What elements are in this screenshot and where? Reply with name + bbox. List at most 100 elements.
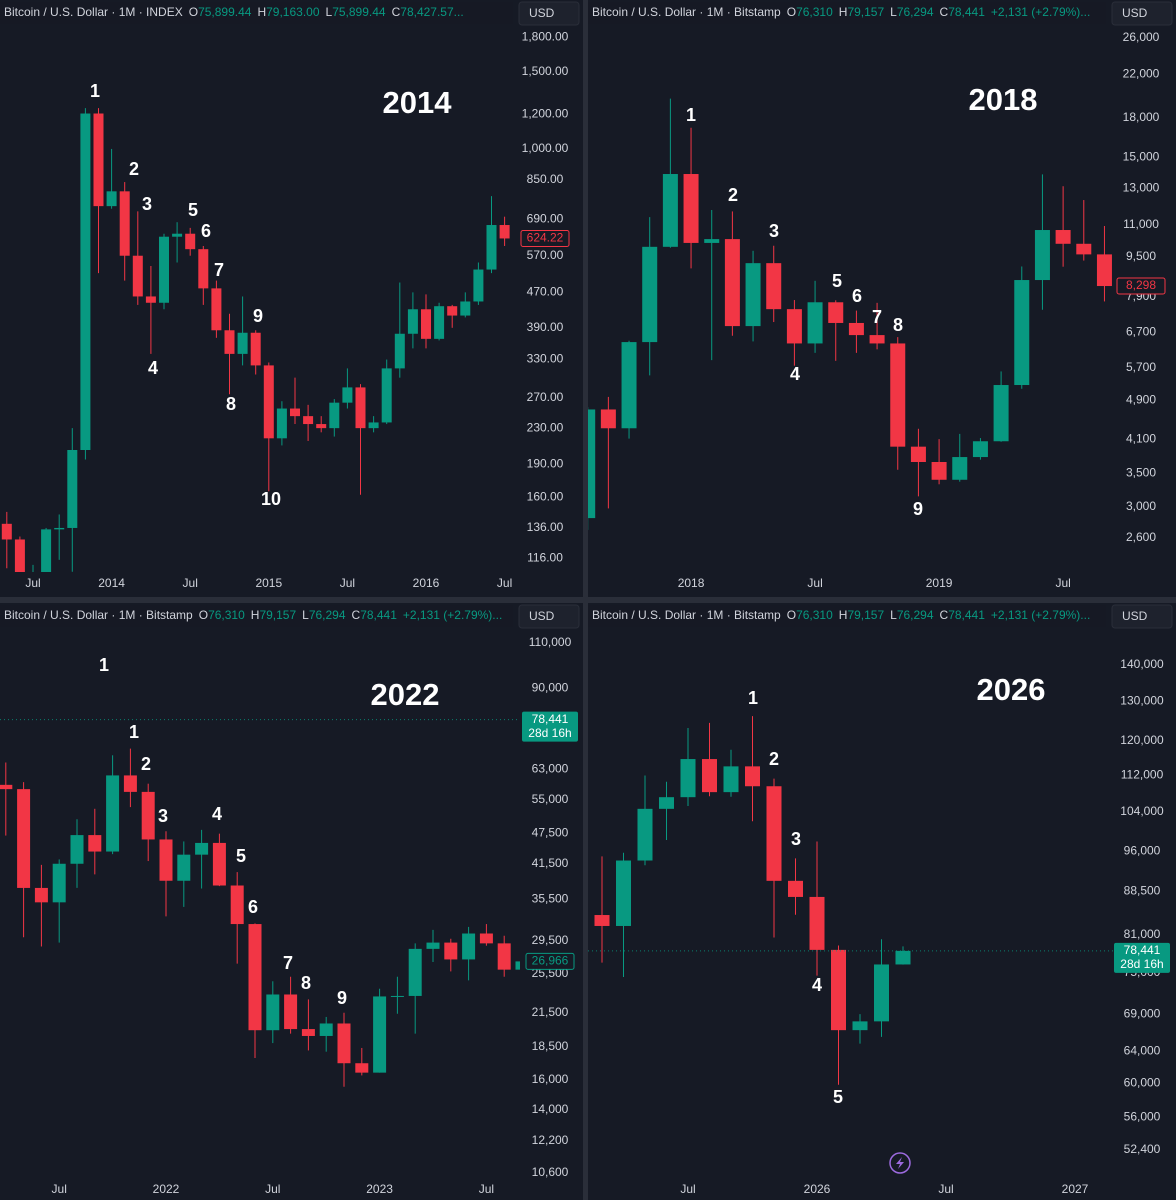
candle-body [616, 860, 631, 926]
wave-label: 8 [301, 973, 311, 993]
panel-background [0, 603, 583, 1200]
quote-key: L [890, 608, 897, 622]
candle-body [890, 343, 906, 447]
candle-body [594, 915, 610, 926]
wave-label: 10 [261, 489, 281, 509]
y-tick-label: 29,500 [532, 933, 569, 947]
currency-button[interactable] [1111, 1, 1173, 26]
header-background [588, 2, 1106, 24]
icon-ring[interactable] [889, 1152, 911, 1174]
y-tick-label: 230.00 [527, 420, 564, 434]
x-tick-label: 2026 [804, 1182, 831, 1196]
candle-body [479, 933, 493, 944]
x-tick-label: Jul [497, 576, 512, 590]
y-tick-label: 4,900 [1126, 393, 1156, 407]
last-price-box [525, 952, 575, 970]
quote-value: 76,294 [897, 608, 934, 622]
wave-label: 1 [99, 655, 109, 675]
y-tick-label: 136.00 [527, 520, 564, 534]
change-value: +2,131 (+2.79%)... [403, 608, 502, 622]
y-tick-label: 14,000 [532, 1102, 569, 1116]
quote-key: H [839, 608, 848, 622]
y-tick-label: 96,000 [1124, 843, 1161, 857]
quote-value: 76,310 [796, 608, 833, 622]
candle-body [462, 933, 476, 960]
x-tick-label: Jul [265, 1182, 280, 1196]
candle-body [408, 948, 422, 996]
y-tick-label: 60,000 [1124, 1075, 1161, 1089]
x-tick-label: Jul [938, 1182, 953, 1196]
candle-body [276, 408, 287, 439]
currency-label[interactable]: USD [1122, 609, 1148, 623]
y-tick-label: 116.00 [527, 550, 563, 564]
y-tick-label: 11,000 [1123, 217, 1159, 231]
x-tick-label: 2014 [98, 576, 125, 590]
y-tick-label: 570.00 [527, 248, 564, 262]
quote-value: 78,441 [948, 608, 985, 622]
candle-body [177, 854, 191, 881]
candle-body [869, 335, 885, 344]
panel-background [588, 603, 1176, 1200]
y-tick-label: 140,000 [1120, 657, 1164, 671]
candle-body [266, 994, 280, 1031]
candle-body [316, 424, 327, 429]
candle-body [337, 1023, 351, 1064]
candle-body [303, 416, 314, 425]
candle-body [368, 422, 379, 429]
assistant-icon[interactable] [889, 1152, 911, 1174]
candle-body [993, 385, 1009, 442]
y-tick-label: 90,000 [532, 681, 569, 695]
currency-label[interactable]: USD [529, 6, 555, 20]
candle-body [132, 255, 143, 297]
y-tick-label: 81,000 [1124, 927, 1161, 941]
wave-label: 6 [852, 286, 862, 306]
candle-body [373, 996, 387, 1073]
candle-body [809, 896, 825, 950]
quote-value: 79,163.00 [266, 5, 320, 19]
y-tick-label: 13,000 [1123, 181, 1160, 195]
wave-label: 7 [214, 260, 224, 280]
candle-body [444, 942, 458, 960]
icon-bolt[interactable] [896, 1157, 904, 1169]
candle-body [1055, 230, 1071, 244]
y-tick-label: 6,700 [1126, 325, 1156, 339]
x-tick-label: Jul [479, 1182, 494, 1196]
candle-body [185, 233, 196, 250]
countdown-label: 28d 16h [1120, 957, 1163, 971]
y-tick-label: 9,500 [1126, 249, 1156, 263]
candles [0, 748, 520, 1087]
y-tick-label: 112,000 [1121, 767, 1164, 781]
candle-body [683, 174, 699, 243]
candle-body [284, 994, 298, 1030]
candle-body [17, 789, 31, 888]
y-tick-label: 47,500 [532, 825, 569, 839]
quote-key: C [940, 5, 949, 19]
y-tick-label: 35,500 [532, 891, 569, 905]
currency-button[interactable] [518, 604, 580, 629]
y-tick-label: 18,000 [1123, 110, 1160, 124]
currency-label[interactable]: USD [1122, 6, 1148, 20]
x-tick-label: Jul [52, 1182, 67, 1196]
wave-label: 5 [833, 1087, 843, 1107]
candle-body [852, 1021, 868, 1031]
candle-body [159, 839, 173, 881]
candle-body [141, 791, 155, 840]
candle-body [702, 759, 717, 793]
candle-body [250, 332, 261, 366]
wave-label: 7 [872, 307, 882, 327]
wave-label: 1 [90, 81, 100, 101]
wave-label: 3 [142, 194, 152, 214]
y-tick-label: 52,400 [1124, 1142, 1161, 1156]
quote-key: L [890, 5, 897, 19]
currency-label[interactable]: USD [529, 609, 555, 623]
y-tick-label: 1,800.00 [522, 29, 569, 43]
candle-body [390, 995, 404, 997]
chart-panel: 110,000 90,000 63,000 55,000 47,500 41,500 35,… [0, 603, 583, 1200]
wave-label: 3 [791, 829, 801, 849]
quote-value: 76,310 [796, 5, 833, 19]
currency-button[interactable] [518, 1, 580, 26]
last-price-label: 8,298 [1126, 278, 1156, 292]
candle-body [407, 309, 418, 334]
currency-button[interactable] [1111, 604, 1173, 629]
